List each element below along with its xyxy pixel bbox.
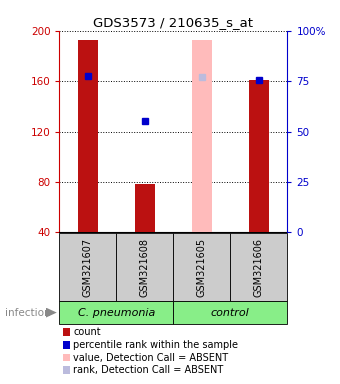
Bar	[59, 301, 173, 324]
Text: control: control	[211, 308, 250, 318]
Text: count: count	[73, 327, 101, 337]
Bar	[173, 233, 231, 301]
Text: percentile rank within the sample: percentile rank within the sample	[73, 340, 238, 350]
Text: GSM321608: GSM321608	[140, 238, 150, 297]
Text: value, Detection Call = ABSENT: value, Detection Call = ABSENT	[73, 353, 228, 362]
Bar	[231, 233, 287, 301]
Text: rank, Detection Call = ABSENT: rank, Detection Call = ABSENT	[73, 365, 223, 375]
Bar	[135, 184, 155, 232]
Text: GSM321605: GSM321605	[197, 238, 207, 297]
Bar	[116, 233, 173, 301]
Polygon shape	[46, 308, 57, 318]
Bar	[78, 40, 98, 232]
Text: GDS3573 / 210635_s_at: GDS3573 / 210635_s_at	[94, 17, 253, 30]
Bar	[59, 233, 116, 301]
Text: GSM321607: GSM321607	[83, 238, 93, 297]
Text: infection: infection	[5, 308, 51, 318]
Bar	[249, 80, 269, 232]
Text: C. pneumonia: C. pneumonia	[78, 308, 155, 318]
Text: GSM321606: GSM321606	[254, 238, 264, 297]
Bar	[173, 301, 287, 324]
Bar	[192, 40, 212, 232]
